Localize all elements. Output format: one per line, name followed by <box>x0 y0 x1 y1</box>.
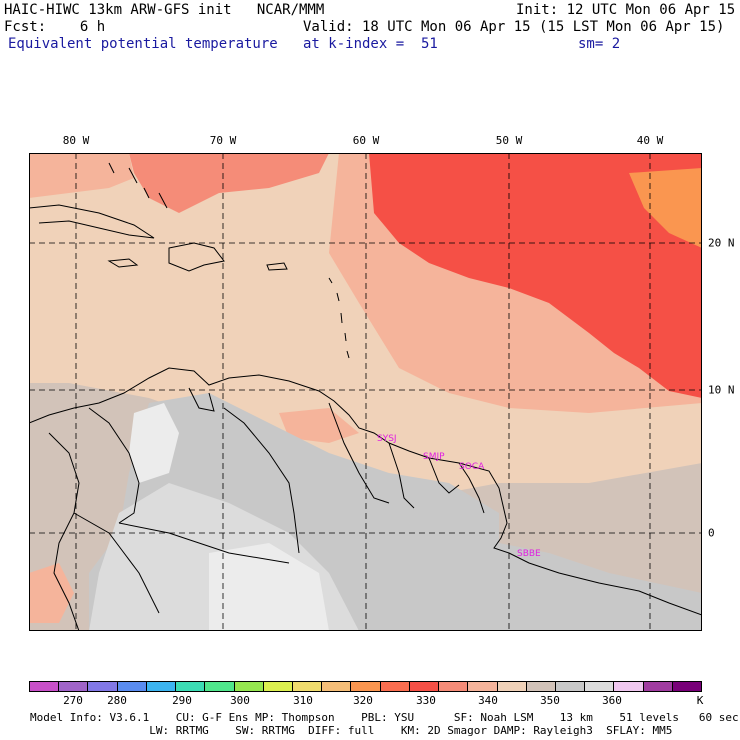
map-frame <box>29 153 702 631</box>
field-white <box>209 543 329 631</box>
coastlines <box>29 162 702 631</box>
field-coral-high <box>369 153 702 398</box>
smoothing-label: sm= 2 <box>578 36 621 52</box>
forecast-hour: Fcst: 6 h <box>4 19 106 35</box>
colorbar <box>29 681 702 692</box>
field-salmon-caribbean <box>129 153 329 213</box>
colorbar-swatch <box>176 682 206 691</box>
init-time: Init: 12 UTC Mon 06 Apr 15 <box>516 2 736 18</box>
colorbar-unit: K <box>696 694 704 707</box>
colorbar-tick: 300 <box>230 694 250 707</box>
colorbar-tick: 280 <box>107 694 127 707</box>
colorbar-tick: 360 <box>602 694 622 707</box>
lon-label-50w: 50 W <box>495 134 523 147</box>
lon-label-40w: 40 W <box>636 134 664 147</box>
colorbar-swatch <box>351 682 381 691</box>
colorbar-swatch <box>468 682 498 691</box>
field-salmon-coast <box>279 408 359 443</box>
station-label: SYSJ <box>377 434 397 444</box>
colorbar-tick: 330 <box>416 694 436 707</box>
colorbar-swatch <box>263 682 293 691</box>
colorbar-swatch <box>234 682 264 691</box>
colorbar-swatch <box>555 682 586 691</box>
lon-label-60w: 60 W <box>352 134 380 147</box>
colorbar-swatch <box>30 682 60 691</box>
model-info-line2: LW: RRTMG SW: RRTMG DIFF: full KM: 2D Sm… <box>30 724 673 737</box>
colorbar-swatch <box>292 682 323 691</box>
colorbar-swatch <box>585 682 615 691</box>
station-label: SOCA <box>459 462 485 472</box>
colorbar-swatch <box>614 682 644 691</box>
field-orange-ne <box>629 168 702 248</box>
colorbar-tick: 350 <box>540 694 560 707</box>
model-info-line1: Model Info: V3.6.1 CU: G-F Ens MP: Thomp… <box>30 711 739 724</box>
colorbar-tick: 320 <box>353 694 373 707</box>
colorbar-tick: 310 <box>293 694 313 707</box>
model-title: HAIC-HIWC 13km ARW-GFS init NCAR/MMM <box>4 2 325 18</box>
lon-label-70w: 70 W <box>209 134 237 147</box>
field-name: Equivalent potential temperature <box>8 36 278 52</box>
lat-label-10n: 10 N <box>708 383 735 397</box>
colorbar-tick: 290 <box>172 694 192 707</box>
colorbar-swatch <box>117 682 147 691</box>
colorbar-swatch <box>88 682 118 691</box>
station-label: SBBE <box>517 549 541 559</box>
colorbar-swatch <box>439 682 469 691</box>
colorbar-swatch <box>380 682 410 691</box>
colorbar-swatch <box>146 682 177 691</box>
graticule <box>29 153 702 631</box>
colorbar-tick: 270 <box>63 694 83 707</box>
colorbar-swatch <box>59 682 89 691</box>
station-label: SMJP <box>423 452 445 462</box>
lat-label-eq: 0 <box>708 526 715 540</box>
colorbar-swatch <box>497 682 527 691</box>
field-salmon-west <box>29 563 74 623</box>
colorbar-tick: 340 <box>478 694 498 707</box>
level-label: at k-index = 51 <box>303 36 438 52</box>
lon-label-80w: 80 W <box>62 134 90 147</box>
field-peach-nw <box>29 153 134 198</box>
colorbar-swatch <box>643 682 673 691</box>
colorbar-swatch <box>205 682 235 691</box>
colorbar-swatch <box>672 682 702 691</box>
field-white-andes <box>129 403 179 483</box>
lat-label-20n: 20 N <box>708 236 735 250</box>
colorbar-swatch <box>322 682 352 691</box>
colorbar-swatch <box>409 682 440 691</box>
colorbar-swatch <box>526 682 556 691</box>
valid-time: Valid: 18 UTC Mon 06 Apr 15 (15 LST Mon … <box>303 19 725 35</box>
theta-e-map: SYSJ SMJP SOCA SBBE <box>29 153 702 631</box>
